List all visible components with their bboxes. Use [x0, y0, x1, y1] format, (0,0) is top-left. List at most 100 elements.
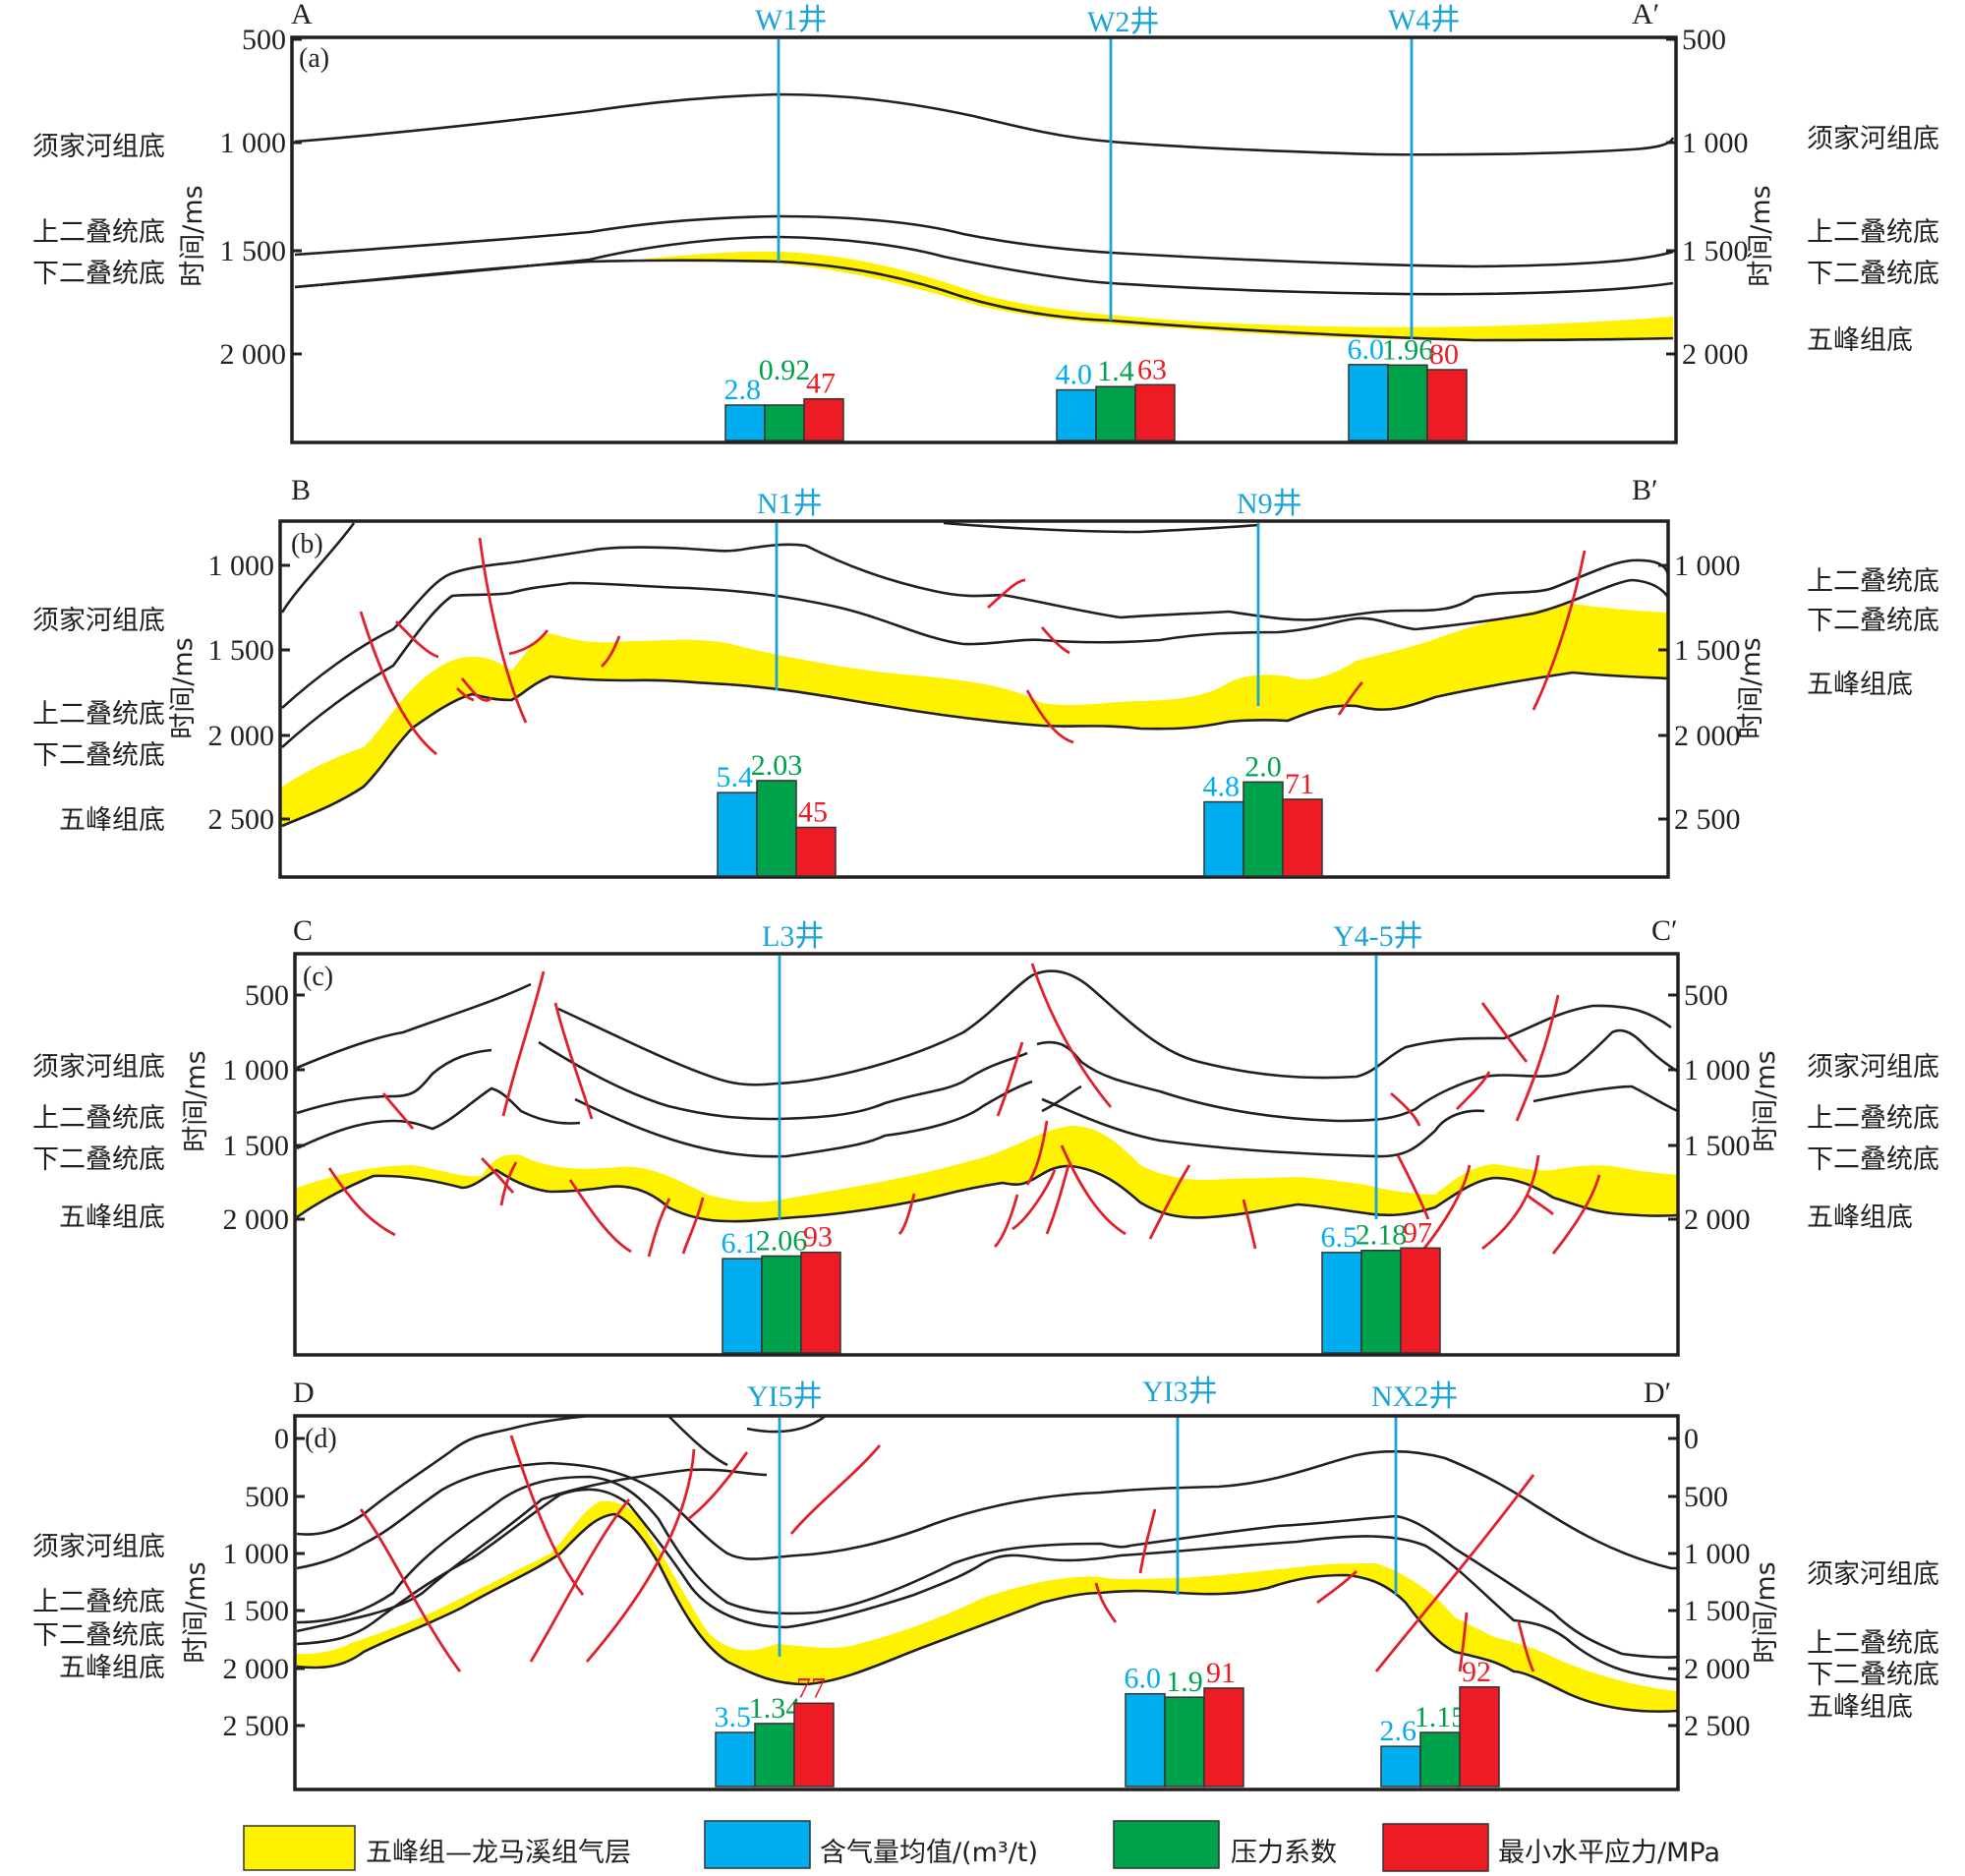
panel-frame	[293, 1414, 1680, 1791]
value-label-pressure-coefficient: 1.4	[1097, 355, 1134, 387]
horizon-label-left: 须家河组底	[32, 606, 165, 636]
section-end-label: A′	[1632, 0, 1659, 30]
horizon-xujiahe-base	[281, 543, 1670, 709]
fault	[529, 1498, 631, 1663]
horizon-upper-permian-base	[296, 1028, 1679, 1123]
panel-d: D D′ YI5井 YI3井 NX2井 (d)	[293, 1376, 1680, 1791]
fault	[1480, 1002, 1529, 1063]
value-label-min-horizontal-stress: 92	[1462, 1656, 1491, 1688]
fault	[1458, 1612, 1469, 1672]
horizon-label-left: 须家河组底	[32, 1532, 165, 1562]
well-label: Y4-5井	[1333, 920, 1423, 953]
section-start-label: A	[291, 0, 313, 30]
horizon-label-right: 下二叠统底	[1807, 1144, 1939, 1175]
legend-label: 含气量均值/(m³/t)	[820, 1838, 1038, 1868]
horizon-label-left: 下二叠统底	[32, 740, 165, 771]
bar-min-horizontal-stress	[800, 1251, 841, 1354]
horizon-wufeng-base	[294, 259, 1674, 342]
tick-label-left: 1 500	[220, 235, 287, 267]
section-start-label: B	[291, 474, 311, 506]
horizon-labels: 时间/ms 时间/ms须家河组底上二叠统底下二叠统底须家河组底上二叠统底下二叠统底…	[32, 124, 1939, 1723]
legend-label: 最小水平应力/MPa	[1498, 1838, 1720, 1868]
bar-min-horizontal-stress	[1459, 1686, 1500, 1788]
fault	[996, 1041, 1024, 1117]
section-end-label: C′	[1651, 914, 1678, 947]
horizon-label-right: 上二叠统底	[1807, 566, 1939, 597]
fault	[501, 970, 546, 1117]
horizon-top-left	[280, 522, 356, 614]
value-label-min-horizontal-stress: 45	[798, 796, 828, 829]
fault	[1060, 1144, 1127, 1236]
horizon-label-left: 五峰组底	[59, 1653, 165, 1683]
value-label-pressure-coefficient: 1.9	[1166, 1666, 1203, 1698]
horizon-upper-permian-base	[281, 578, 1670, 748]
tick-label-left: 500	[242, 24, 286, 56]
tick-label-left: 1 000	[223, 1538, 290, 1570]
horizon-label-right: 五峰组底	[1807, 1202, 1913, 1233]
value-label-gas-content: 6.5	[1321, 1221, 1358, 1254]
value-label-pressure-coefficient: 1.34	[749, 1692, 801, 1725]
well-label: NX2井	[1371, 1380, 1458, 1413]
horizon-label-left: 上二叠统底	[32, 1587, 165, 1617]
well-label: W4井	[1388, 4, 1460, 36]
section-start-label: C	[293, 914, 313, 947]
tick-label-left: 1 500	[208, 634, 275, 667]
tick-label-left: 2 000	[220, 338, 287, 371]
value-label-pressure-coefficient: 2.06	[756, 1224, 808, 1257]
horizon-top	[296, 1414, 827, 1633]
tick-label-left: 500	[245, 1481, 289, 1513]
horizon-label-right: 下二叠统底	[1807, 1660, 1939, 1690]
fault	[647, 1198, 671, 1258]
value-label-min-horizontal-stress: 77	[796, 1671, 826, 1704]
value-label-min-horizontal-stress: 63	[1137, 353, 1167, 385]
bar-min-horizontal-stress	[795, 826, 837, 877]
fault	[1456, 1071, 1491, 1110]
bar-gas-content	[1380, 1745, 1421, 1788]
axis-ticks: 500 1 000 1 500 2 000 500 1 000 1 500 2 000 1 00…	[208, 24, 1751, 1742]
tick-label-left: 1 500	[223, 1130, 290, 1162]
axis-title-left: 时间/ms	[178, 185, 208, 286]
axis-title-left: 时间/ms	[168, 637, 199, 738]
tick-label-right: 2 000	[1682, 338, 1749, 371]
fault	[553, 1002, 594, 1120]
horizon-label-left: 下二叠统底	[32, 1620, 165, 1651]
fault	[509, 1435, 585, 1596]
value-label-gas-content: 6.1	[722, 1227, 759, 1260]
bar-pressure-coefficient	[754, 1723, 795, 1788]
axis-title-right: 时间/ms	[1736, 637, 1766, 738]
bar-min-horizontal-stress	[1203, 1687, 1244, 1788]
bar-min-horizontal-stress	[1134, 383, 1176, 441]
tick-label-left: 1 000	[223, 1054, 290, 1086]
bar-gas-content	[1321, 1252, 1362, 1354]
horizon-label-left: 上二叠统底	[32, 217, 165, 248]
fault	[499, 1161, 518, 1206]
horizon-label-right: 五峰组底	[1807, 1692, 1913, 1723]
tick-label-left: 2 500	[208, 803, 275, 836]
well-label: N9井	[1237, 488, 1302, 520]
panel-tag: (c)	[303, 962, 333, 992]
legend-label: 压力系数	[1231, 1838, 1337, 1868]
horizon-label-left: 上二叠统底	[32, 699, 165, 730]
bar-gas-content	[1348, 364, 1389, 441]
tick-label-right: 1 000	[1674, 550, 1741, 582]
bar-pressure-coefficient	[1360, 1249, 1402, 1354]
fault	[1316, 1570, 1358, 1605]
tick-label-right: 1 500	[1682, 235, 1749, 267]
well-bar-group: 5.42.03 45	[717, 749, 837, 877]
horizon-label-right: 须家河组底	[1807, 1052, 1939, 1083]
panel-b: B B′ N1井 N9井 (b)	[278, 474, 1670, 879]
legend-swatch-pressure-coefficient	[1113, 1820, 1220, 1869]
tick-label-right: 2 500	[1684, 1710, 1751, 1742]
value-label-gas-content: 4.0	[1056, 359, 1093, 391]
legend-swatch-min-horizontal-stress	[1382, 1823, 1489, 1872]
tick-label-left: 2 000	[223, 1653, 290, 1685]
tick-label-right: 1 000	[1684, 1538, 1751, 1570]
horizon-label-left: 下二叠统底	[32, 1144, 165, 1175]
fault	[897, 1193, 916, 1235]
bar-pressure-coefficient	[1164, 1696, 1205, 1788]
tick-label-left: 1 000	[208, 550, 275, 582]
fault	[1481, 1154, 1540, 1251]
horizon-label-right: 上二叠统底	[1807, 1103, 1939, 1134]
